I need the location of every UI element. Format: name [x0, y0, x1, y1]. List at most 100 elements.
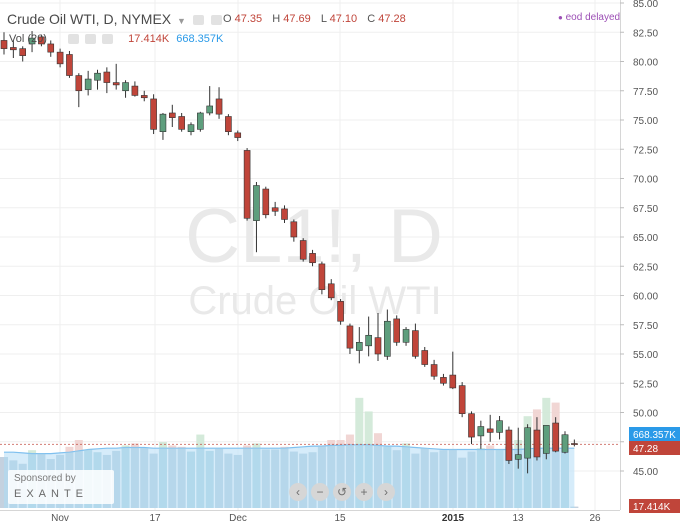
time-tick-label: Dec [229, 513, 247, 524]
candle-body[interactable] [393, 318, 401, 343]
close-icon[interactable] [102, 34, 114, 45]
candle-body[interactable] [122, 82, 129, 92]
candle-body[interactable] [486, 428, 494, 433]
candle-body[interactable] [271, 207, 279, 212]
ohlc-readout: O 47.35 H 47.69 L 47.10 C 47.28 [223, 13, 406, 25]
candle-body[interactable] [299, 240, 307, 260]
candle-body[interactable] [496, 420, 503, 433]
candle-body[interactable] [421, 350, 429, 365]
price-tick-label: 45.00 [633, 467, 658, 478]
candle-body[interactable] [337, 301, 344, 322]
zoom-out-button[interactable]: − [311, 483, 329, 501]
candle-body[interactable] [243, 150, 251, 219]
chart-title-row: Crude Oil WTI, D, NYMEX ▼ [7, 11, 222, 27]
candle-body[interactable] [355, 341, 363, 351]
volume-bar-overlap [355, 444, 364, 508]
close-icon[interactable] [210, 15, 222, 26]
eye-icon[interactable] [67, 34, 79, 45]
candle-body[interactable] [561, 434, 569, 453]
sponsor-box[interactable]: Sponsored by EXANTE [8, 470, 114, 504]
candle-body[interactable] [187, 124, 195, 133]
candle-body[interactable] [131, 85, 139, 96]
candle-body[interactable] [159, 113, 167, 133]
candle-body[interactable] [449, 374, 457, 389]
candle-body[interactable] [552, 422, 559, 452]
symbol-title[interactable]: Crude Oil WTI, D, NYMEX [7, 11, 172, 27]
candle-body[interactable] [140, 95, 148, 99]
price-tick-label: 72.50 [633, 145, 658, 156]
candle-body[interactable] [150, 98, 157, 130]
candle-body[interactable] [169, 112, 176, 118]
volume-bar-overlap [168, 448, 177, 508]
candle-body[interactable] [197, 112, 204, 130]
volume-indicator-label[interactable]: Vol (20) [9, 33, 47, 45]
volume-bar-overlap [243, 448, 252, 508]
chevron-down-icon[interactable]: ▼ [177, 16, 186, 26]
candle-body[interactable] [524, 427, 531, 459]
candle-body[interactable] [505, 429, 513, 461]
candle-body[interactable] [290, 221, 298, 238]
candle-body[interactable] [542, 425, 550, 454]
candle-body[interactable] [234, 132, 242, 138]
candle-body[interactable] [384, 320, 391, 357]
candle-body[interactable] [56, 51, 64, 65]
candle-body[interactable] [430, 364, 438, 377]
price-tick-label: 82.50 [633, 28, 658, 39]
candle-body[interactable] [253, 185, 260, 221]
candle-body[interactable] [468, 413, 475, 438]
volume-bar-overlap [420, 448, 429, 508]
volume-bar-overlap [140, 448, 149, 508]
candle-body[interactable] [365, 334, 372, 347]
candle-body[interactable] [112, 82, 120, 86]
volume-bar-overlap [551, 448, 560, 508]
candle-body[interactable] [309, 253, 316, 264]
candle-body[interactable] [374, 337, 382, 355]
candle-body[interactable] [514, 454, 522, 460]
candle-body[interactable] [94, 72, 101, 81]
high-label: H [272, 13, 281, 25]
candle-body[interactable] [75, 75, 83, 92]
price-tick-label: 60.00 [633, 292, 658, 303]
volume-bar-overlap [430, 452, 439, 508]
candle-body[interactable] [318, 263, 326, 290]
candle-body[interactable] [262, 188, 270, 216]
candle-body[interactable] [402, 329, 410, 343]
scroll-right-button[interactable]: › [377, 483, 395, 501]
candle-body[interactable] [66, 54, 73, 76]
candle-body[interactable] [215, 98, 223, 115]
scroll-left-button[interactable]: ‹ [289, 483, 307, 501]
candle-body[interactable] [440, 377, 447, 384]
candle-body[interactable] [103, 71, 111, 83]
candle-body[interactable] [225, 116, 232, 132]
candle-body[interactable] [19, 48, 27, 56]
volume-badge: 17.414K [633, 502, 671, 513]
volume-bar-overlap [177, 448, 186, 508]
candle-body[interactable] [38, 36, 45, 45]
candle-body[interactable] [28, 37, 36, 45]
volume-bar-overlap [187, 451, 195, 508]
time-tick-label: 26 [589, 513, 601, 524]
zoom-in-button[interactable]: + [355, 483, 373, 501]
candle-body[interactable] [412, 330, 419, 357]
candle-body[interactable] [327, 283, 335, 299]
candle-body[interactable] [477, 426, 485, 437]
eod-delayed-badge: ● eod delayed [558, 12, 620, 23]
candle-body[interactable] [47, 43, 55, 53]
candle-body[interactable] [84, 78, 92, 90]
settings-icon[interactable] [85, 34, 97, 45]
candle-body[interactable] [346, 325, 354, 349]
candle-body[interactable] [178, 116, 185, 130]
volume-badge-bg [629, 499, 680, 513]
candle-body[interactable] [206, 105, 213, 114]
reset-view-button[interactable]: ↺ [333, 483, 351, 501]
candle-body[interactable] [571, 443, 578, 445]
candle-body[interactable] [10, 47, 17, 51]
volume-bar-overlap [233, 454, 242, 508]
candle-body[interactable] [0, 40, 8, 49]
sponsor-brand[interactable]: EXANTE [14, 488, 89, 500]
candle-body[interactable] [458, 385, 466, 414]
candle-body[interactable] [533, 429, 541, 458]
eye-icon[interactable] [192, 15, 204, 26]
candle-body[interactable] [281, 208, 288, 220]
